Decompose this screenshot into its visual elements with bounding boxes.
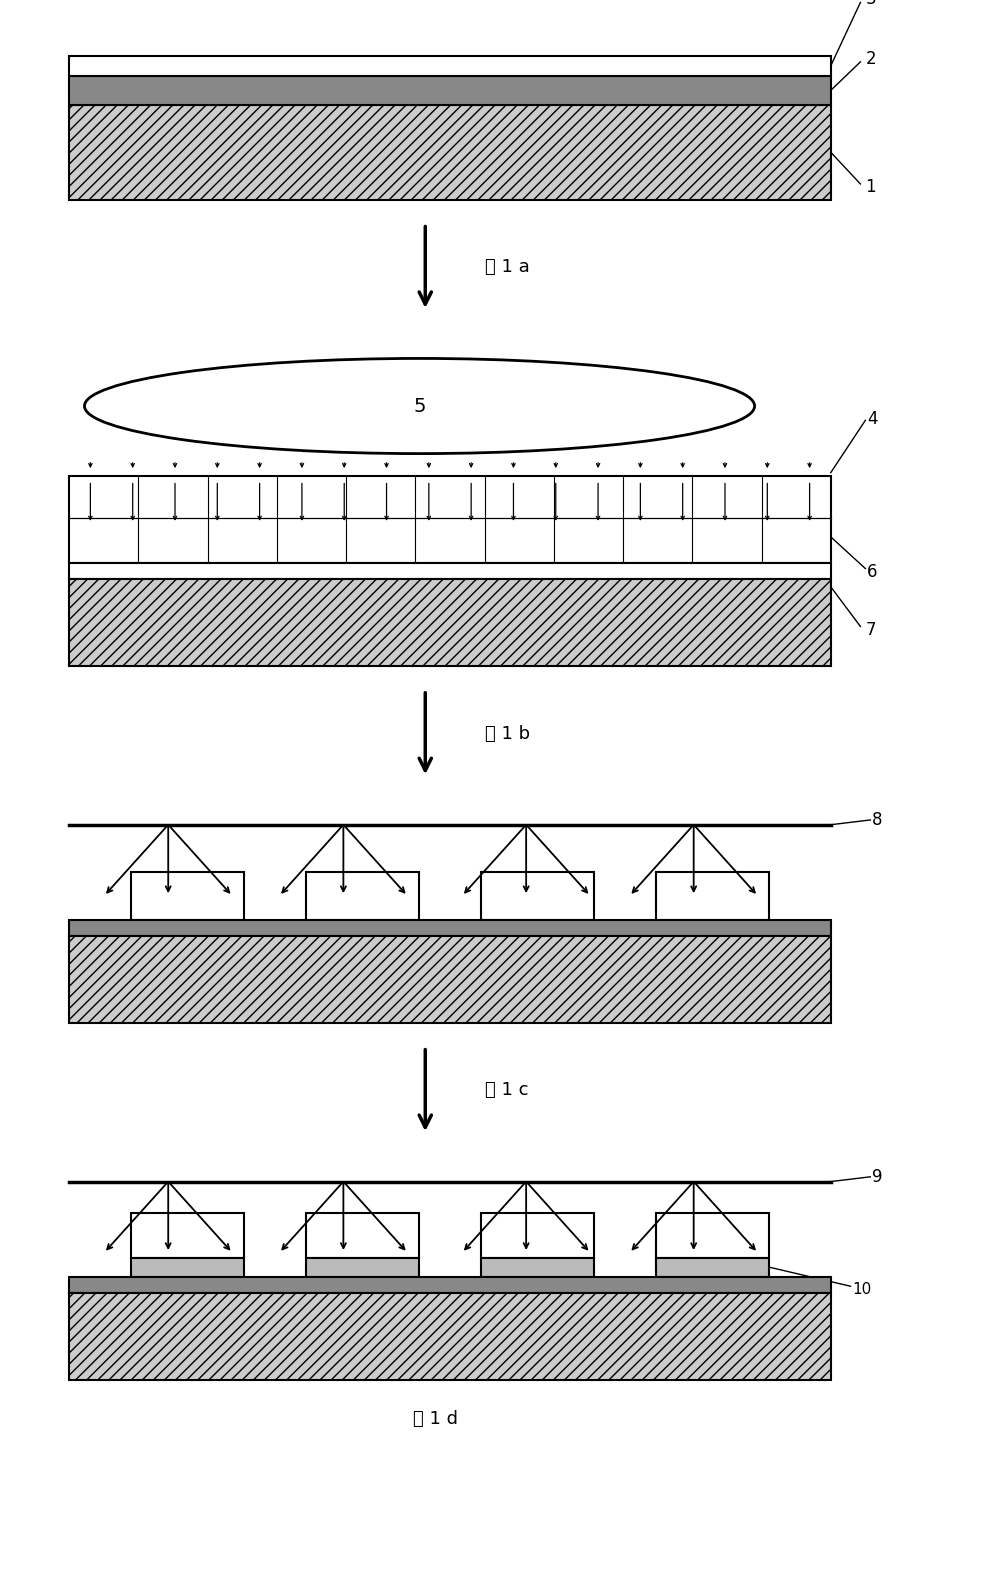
Text: 1: 1: [865, 178, 876, 197]
Bar: [69, 936, 831, 1023]
Bar: [481, 1213, 594, 1258]
Bar: [306, 1258, 419, 1277]
Bar: [656, 872, 769, 920]
Bar: [69, 1277, 831, 1293]
Bar: [69, 579, 831, 666]
Bar: [131, 872, 244, 920]
Text: 10: 10: [853, 1281, 871, 1297]
Bar: [481, 1258, 594, 1277]
Text: 9: 9: [872, 1167, 883, 1186]
Bar: [481, 872, 594, 920]
Bar: [656, 1258, 769, 1277]
Ellipse shape: [84, 358, 755, 454]
Text: 2: 2: [865, 49, 876, 68]
Text: 图 1 a: 图 1 a: [485, 259, 529, 276]
Text: 8: 8: [872, 810, 883, 829]
Text: 3: 3: [865, 0, 876, 8]
Bar: [69, 56, 831, 76]
Text: 图 1 c: 图 1 c: [485, 1082, 528, 1099]
Bar: [69, 920, 831, 936]
Bar: [69, 476, 831, 563]
Bar: [131, 1213, 244, 1258]
Text: 图 1 d: 图 1 d: [412, 1410, 458, 1429]
Text: 7: 7: [865, 620, 876, 639]
Bar: [306, 872, 419, 920]
Bar: [69, 1293, 831, 1380]
Bar: [306, 1213, 419, 1258]
Text: 图 1 b: 图 1 b: [485, 725, 530, 742]
Text: 4: 4: [867, 409, 878, 428]
Text: 5: 5: [413, 396, 426, 416]
Bar: [131, 1258, 244, 1277]
Text: 6: 6: [867, 563, 878, 580]
Bar: [656, 1213, 769, 1258]
Bar: [69, 76, 831, 105]
Bar: [69, 105, 831, 200]
Bar: [69, 563, 831, 579]
